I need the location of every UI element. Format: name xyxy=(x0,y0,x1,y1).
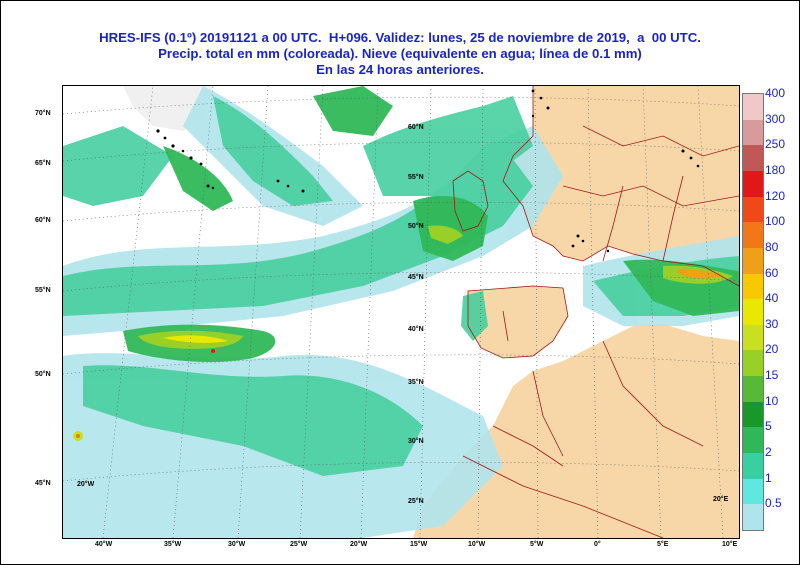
legend-level-label: 30 xyxy=(765,316,779,331)
title-line-1: HRES-IFS (0.1º) 20191121 a 00 UTC. H+096… xyxy=(99,30,701,45)
bottom-lon-label: 20°W xyxy=(350,541,368,548)
legend-level-label: 2 xyxy=(765,445,772,460)
legend-swatch xyxy=(743,145,763,172)
bottom-lon-label: 40°W xyxy=(95,541,113,548)
bottom-lon-label: 25°W xyxy=(290,541,308,548)
graticule xyxy=(63,86,739,538)
left-lat-label: 60°N xyxy=(35,217,51,224)
snow-contours xyxy=(156,89,700,253)
legend-level-label: 20 xyxy=(765,342,779,357)
legend-swatch xyxy=(743,299,763,326)
legend-level-label: 120 xyxy=(765,188,786,203)
precipitation-map: 60°N 55°N 50°N 45°N 40°N 35°N 30°N 25°N … xyxy=(62,85,740,539)
legend-level-label: 60 xyxy=(765,265,779,280)
left-lat-label: 55°N xyxy=(35,287,51,294)
left-lat-label: 50°N xyxy=(35,371,51,378)
legend-level-label: 0.5 xyxy=(765,496,782,511)
legend-swatch xyxy=(743,196,763,223)
corner-lon-label: 20°E xyxy=(713,496,729,503)
bottom-lon-label: 5°E xyxy=(657,541,669,548)
legend-swatch xyxy=(743,504,763,531)
bottom-lon-label: 0° xyxy=(594,541,601,548)
title-line-3: En las 24 horas anteriores. xyxy=(316,62,484,77)
bottom-lon-label: 15°W xyxy=(410,541,428,548)
legend-swatch xyxy=(743,247,763,275)
land-africa xyxy=(413,324,739,538)
map-canvas xyxy=(63,86,739,538)
legend-swatch xyxy=(743,453,763,480)
inner-lat-label: 25°N xyxy=(408,498,424,505)
legend-level-label: 100 xyxy=(765,214,786,229)
legend-level-label: 400 xyxy=(765,86,786,100)
inner-lat-label: 30°N xyxy=(408,438,424,445)
legend-level-label: 250 xyxy=(765,137,786,152)
precip-intense-layer xyxy=(73,225,733,441)
inner-lat-label: 35°N xyxy=(408,379,424,386)
legend-level-label: 80 xyxy=(765,239,779,254)
bottom-lon-label: 10°W xyxy=(468,541,486,548)
legend-level-label: 40 xyxy=(765,291,779,306)
country-borders xyxy=(452,86,739,538)
bottom-lon-label: 5°W xyxy=(530,541,544,548)
land-iberia xyxy=(468,286,568,358)
legend-level-label: 180 xyxy=(765,162,786,177)
inner-lat-label: 60°N xyxy=(408,124,424,131)
legend-swatch xyxy=(743,376,763,403)
title-line-2: Precip. total en mm (coloreada). Nieve (… xyxy=(158,46,642,61)
legend-swatch xyxy=(743,350,763,377)
legend-level-label: 15 xyxy=(765,368,779,383)
inner-lat-label: 40°N xyxy=(408,326,424,333)
map-title: HRES-IFS (0.1º) 20191121 a 00 UTC. H+096… xyxy=(0,30,800,78)
legend-swatch xyxy=(743,401,763,428)
inner-lat-label: 55°N xyxy=(408,174,424,181)
inner-lat-label: 45°N xyxy=(408,274,424,281)
legend-swatch xyxy=(743,170,763,198)
legend-swatch xyxy=(743,273,763,300)
bottom-lon-label: 35°W xyxy=(164,541,182,548)
legend-swatch xyxy=(743,478,763,505)
legend-level-label: 300 xyxy=(765,111,786,126)
legend-swatch xyxy=(743,324,763,351)
legend-swatch xyxy=(743,119,763,146)
precipitation-legend xyxy=(742,93,764,531)
inner-lat-label: 50°N xyxy=(408,223,424,230)
legend-swatch xyxy=(743,427,763,454)
legend-level-label: 10 xyxy=(765,393,779,408)
left-lat-label: 65°N xyxy=(35,160,51,167)
left-lat-label: 45°N xyxy=(35,480,51,487)
left-lat-label: 70°N xyxy=(35,110,51,117)
bottom-lon-label: 30°W xyxy=(228,541,246,548)
land-europe xyxy=(503,86,739,286)
corner-lon-label: 20°W xyxy=(77,481,95,488)
legend-level-label: 1 xyxy=(765,470,772,485)
legend-swatch xyxy=(743,222,763,249)
legend-swatch xyxy=(743,94,763,121)
legend-level-label: 5 xyxy=(765,419,772,434)
bottom-lon-label: 10°E xyxy=(722,541,738,548)
